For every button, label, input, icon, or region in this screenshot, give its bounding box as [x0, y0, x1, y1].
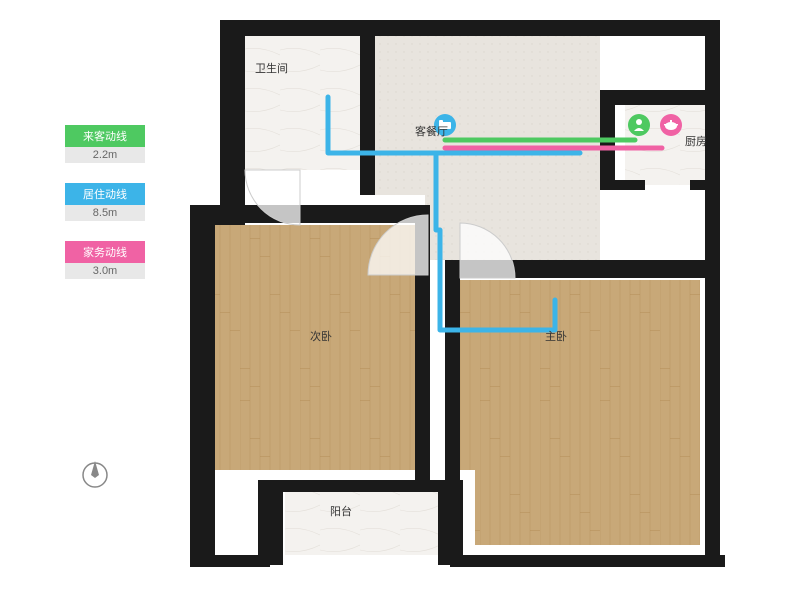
wall: [200, 205, 430, 223]
legend-panel: 来客动线 2.2m 居住动线 8.5m 家务动线 3.0m: [65, 125, 145, 299]
wall: [438, 480, 463, 565]
floorplan: 卫生间客餐厅厨房次卧 主卧阳台: [0, 0, 800, 600]
wall: [258, 480, 283, 565]
label-bedroom1: 主卧: [545, 330, 567, 343]
legend-chore: 家务动线 3.0m: [65, 241, 145, 279]
label-living: 客餐厅: [415, 124, 448, 138]
wall: [600, 180, 645, 190]
label-bathroom: 卫生间: [255, 61, 288, 75]
room-bathroom: [245, 35, 360, 170]
door-arc: [368, 215, 428, 275]
label-kitchen: 厨房: [685, 135, 707, 148]
legend-living-title: 居住动线: [65, 183, 145, 205]
legend-chore-title: 家务动线: [65, 241, 145, 263]
wall: [270, 480, 450, 492]
label-balcony: 阳台: [330, 504, 352, 518]
wall: [220, 20, 245, 220]
legend-living: 居住动线 8.5m: [65, 183, 145, 221]
wall: [360, 20, 375, 195]
wall: [220, 20, 720, 36]
guest-icon: [628, 114, 650, 136]
chore-icon: [660, 114, 682, 136]
compass-icon: [83, 461, 107, 487]
wall: [690, 180, 720, 190]
legend-chore-value: 3.0m: [65, 263, 145, 279]
legend-living-value: 8.5m: [65, 205, 145, 221]
label-bedroom2: 次卧: [310, 329, 332, 343]
wall: [445, 260, 460, 480]
room-bedroom1: [460, 280, 700, 545]
wall: [450, 555, 725, 567]
room-balcony: [285, 490, 445, 555]
wall: [600, 90, 720, 105]
legend-guest: 来客动线 2.2m: [65, 125, 145, 163]
legend-guest-value: 2.2m: [65, 147, 145, 163]
legend-guest-title: 来客动线: [65, 125, 145, 147]
wall: [190, 205, 215, 565]
